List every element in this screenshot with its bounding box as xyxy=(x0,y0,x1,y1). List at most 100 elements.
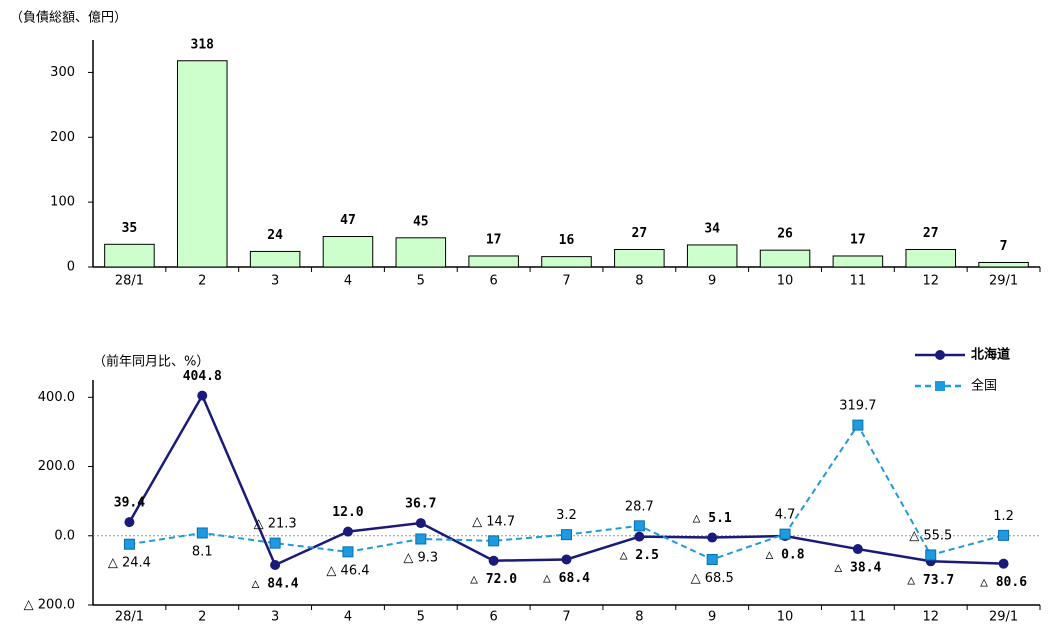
data-label: 28.7 xyxy=(625,499,654,514)
data-label: △ 24.4 xyxy=(108,556,151,571)
x-tick-label: 10 xyxy=(777,610,794,625)
point xyxy=(342,526,353,537)
x-tick-label: 3 xyxy=(271,610,279,625)
y-tick-label: △ 200.0 xyxy=(24,598,75,613)
point xyxy=(270,559,281,570)
x-tick-label: 6 xyxy=(490,274,498,289)
legend-marker xyxy=(935,350,945,360)
data-label: 36.7 xyxy=(405,497,436,512)
point xyxy=(196,527,208,539)
x-tick-label: 5 xyxy=(417,274,425,289)
bar xyxy=(468,255,519,268)
y-tick-label: 200 xyxy=(50,130,75,145)
data-label: △ 5.1 xyxy=(693,511,732,526)
data-label: △ 72.0 xyxy=(470,572,517,587)
bar xyxy=(978,261,1029,268)
point xyxy=(633,520,645,532)
data-label: 35 xyxy=(122,221,138,236)
data-label: 8.1 xyxy=(192,544,213,559)
point xyxy=(488,535,500,547)
data-label: 26 xyxy=(777,227,793,242)
data-label: △ 68.5 xyxy=(691,571,734,586)
data-label: 34 xyxy=(704,221,720,236)
x-tick-label: 10 xyxy=(777,274,794,289)
point xyxy=(852,544,863,555)
point xyxy=(779,528,791,540)
x-tick-label: 9 xyxy=(708,274,716,289)
x-tick-label: 6 xyxy=(490,610,498,625)
data-label: △ 2.5 xyxy=(620,548,659,563)
data-label: △ 68.4 xyxy=(543,571,590,586)
data-label: 17 xyxy=(850,232,866,247)
point xyxy=(925,549,937,561)
data-label: 319.7 xyxy=(839,399,876,414)
x-tick-label: 11 xyxy=(850,610,867,625)
y-tick-label: 300 xyxy=(50,65,75,80)
point xyxy=(561,529,572,541)
data-label: 12.0 xyxy=(332,505,363,520)
point xyxy=(197,390,208,401)
data-label: 27 xyxy=(632,226,648,241)
x-tick-label: 3 xyxy=(271,274,279,289)
point xyxy=(342,546,354,558)
x-tick-label: 28/1 xyxy=(115,274,144,289)
data-label: 45 xyxy=(413,214,429,229)
data-label: △ 0.8 xyxy=(765,548,804,563)
x-tick-label: 12 xyxy=(922,274,939,289)
x-tick-label: 7 xyxy=(562,274,570,289)
x-tick-label: 28/1 xyxy=(115,610,144,625)
point xyxy=(488,555,499,566)
x-tick-label: 5 xyxy=(417,610,425,625)
data-label: △ 9.3 xyxy=(403,550,438,565)
data-label: 27 xyxy=(923,226,939,241)
point xyxy=(415,518,426,529)
data-label: 39.4 xyxy=(114,496,145,511)
data-label: 404.8 xyxy=(183,369,222,384)
data-label: 1.2 xyxy=(993,509,1014,524)
x-tick-label: 7 xyxy=(562,610,570,625)
bar xyxy=(249,250,301,268)
x-tick-label: 12 xyxy=(922,610,939,625)
data-label: 17 xyxy=(486,232,502,247)
bar xyxy=(905,248,956,268)
x-tick-label: 2 xyxy=(198,274,206,289)
point xyxy=(852,419,864,431)
bar xyxy=(614,248,665,268)
point xyxy=(634,531,645,542)
data-label: 16 xyxy=(559,233,575,248)
legend-marker xyxy=(935,381,945,391)
data-label: 3.2 xyxy=(556,508,577,523)
legend-label: 北海道 xyxy=(971,347,1010,363)
data-label: △ 84.4 xyxy=(252,576,299,591)
data-label: △ 46.4 xyxy=(326,563,369,578)
data-label: △ 73.7 xyxy=(907,573,954,588)
data-label: 7 xyxy=(1000,239,1008,254)
legend-label: 全国 xyxy=(971,378,997,394)
data-label: △ 21.3 xyxy=(254,517,297,532)
data-label: 24 xyxy=(267,228,283,243)
y-tick-label: 100 xyxy=(50,195,75,210)
x-tick-label: 8 xyxy=(635,274,643,289)
bar xyxy=(104,243,155,268)
y-tick-label: 0 xyxy=(67,260,75,275)
data-label: 318 xyxy=(191,37,215,52)
bar xyxy=(322,236,374,268)
x-tick-label: 29/1 xyxy=(989,610,1018,625)
bar xyxy=(395,237,447,268)
point xyxy=(124,517,135,528)
bar xyxy=(541,256,592,268)
data-label: △ 38.4 xyxy=(834,561,881,576)
data-label: △ 80.6 xyxy=(980,575,1027,590)
data-label: 4.7 xyxy=(775,508,796,523)
data-label: △ 55.5 xyxy=(909,528,952,543)
chart-title: （前年同月比、%） xyxy=(93,354,209,370)
point xyxy=(998,558,1009,569)
y-tick-label: 0.0 xyxy=(54,528,75,543)
chart-title: （負債総額、億円） xyxy=(10,10,127,26)
point xyxy=(123,538,135,550)
point xyxy=(706,553,718,565)
bar xyxy=(686,244,738,268)
point xyxy=(707,532,718,543)
x-tick-label: 2 xyxy=(198,610,206,625)
